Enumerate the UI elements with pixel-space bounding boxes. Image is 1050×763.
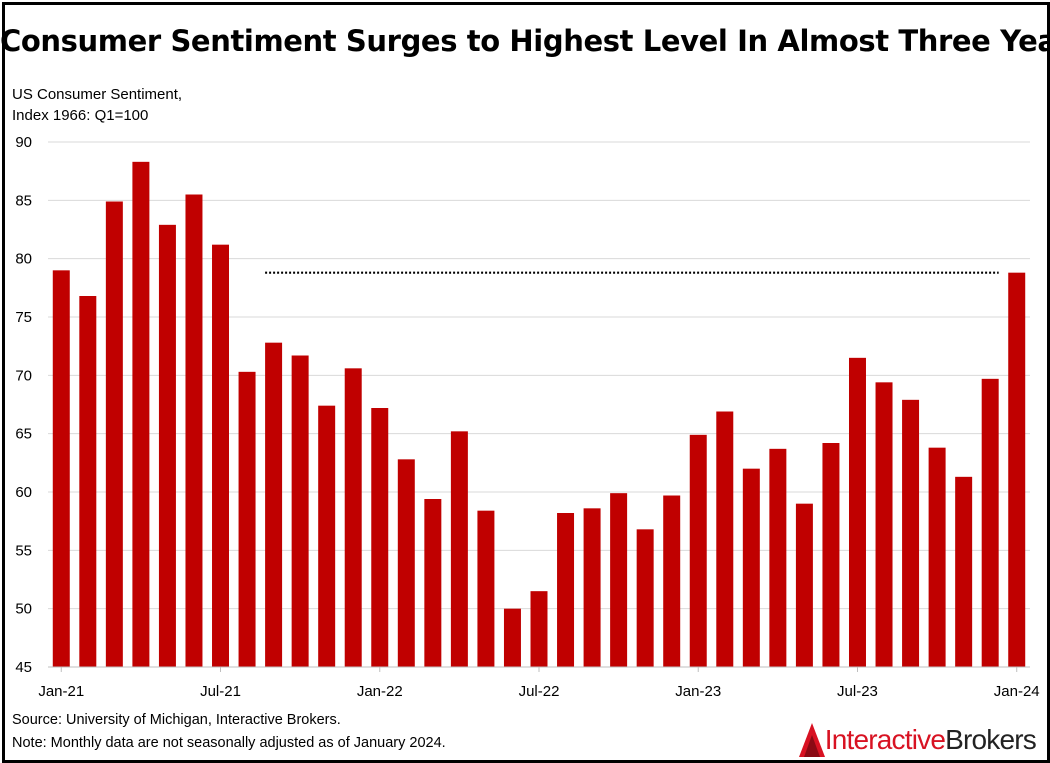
bar: [822, 443, 840, 667]
chart-title: Consumer Sentiment Surges to Highest Lev…: [0, 24, 1050, 58]
interactive-brokers-logo: InteractiveBrokers: [798, 722, 1037, 758]
bar: [371, 408, 389, 667]
bar: [1008, 272, 1026, 667]
x-tick-label: Jan-23: [675, 683, 721, 700]
bar: [848, 357, 866, 667]
bar: [424, 499, 442, 667]
bar: [795, 503, 813, 667]
logo-wordmark-part2: Brokers: [945, 724, 1037, 755]
y-tick-label: 45: [15, 659, 32, 676]
logo-wordmark-part1: Interactive: [824, 724, 946, 755]
bar: [185, 194, 203, 667]
x-tick-label: Jan-21: [38, 683, 84, 700]
bar: [610, 493, 628, 667]
bar: [557, 513, 575, 667]
x-tick-label: Jul-21: [200, 683, 241, 700]
y-tick-label: 55: [15, 542, 32, 559]
y-tick-label: 75: [15, 309, 32, 326]
bar: [716, 411, 734, 667]
logo-wordmark: InteractiveBrokers: [824, 724, 1037, 756]
bar: [291, 355, 309, 667]
bar: [318, 405, 336, 667]
bar: [265, 342, 283, 667]
bar: [132, 161, 150, 668]
bar: [477, 510, 495, 667]
bar: [875, 382, 893, 667]
y-axis-label-line-1: US Consumer Sentiment,: [12, 86, 183, 103]
bar: [636, 529, 654, 667]
bar: [769, 448, 787, 667]
bar: [530, 591, 548, 667]
y-tick-label: 70: [15, 367, 32, 384]
x-tick-label: Jul-23: [837, 683, 878, 700]
bar: [397, 459, 415, 667]
bar: [742, 468, 760, 667]
bar: [158, 224, 176, 668]
bar: [902, 399, 920, 667]
y-tick-label: 90: [15, 134, 32, 151]
x-tick-label: Jul-22: [519, 683, 560, 700]
bar: [689, 434, 707, 667]
bar: [583, 508, 601, 667]
x-tick-label: Jan-22: [357, 683, 403, 700]
bar: [79, 296, 97, 667]
bar: [663, 495, 681, 667]
bar: [981, 378, 999, 667]
source-note: Source: University of Michigan, Interact…: [12, 712, 341, 728]
bar: [450, 431, 468, 667]
y-axis-label: US Consumer Sentiment, Index 1966: Q1=10…: [12, 84, 182, 126]
bar: [238, 371, 256, 667]
y-tick-label: 80: [15, 251, 32, 268]
y-tick-label: 85: [15, 192, 32, 209]
bar: [503, 608, 521, 667]
bar: [105, 201, 123, 667]
y-tick-label: 50: [15, 601, 32, 618]
x-tick-label: Jan-24: [994, 683, 1040, 700]
y-tick-label: 65: [15, 426, 32, 443]
footnote: Note: Monthly data are not seasonally ad…: [12, 735, 446, 751]
bar: [212, 244, 230, 667]
ib-logo-icon: [798, 723, 825, 757]
bar: [955, 476, 973, 667]
y-tick-label: 60: [15, 484, 32, 501]
bar: [52, 270, 70, 667]
bar: [928, 447, 946, 667]
bar: [344, 368, 362, 667]
y-axis-label-line-2: Index 1966: Q1=100: [12, 107, 149, 124]
